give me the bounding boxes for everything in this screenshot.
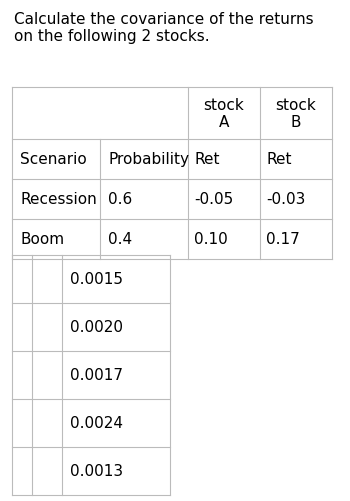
Text: 0.0020: 0.0020: [70, 320, 123, 335]
Text: Ret: Ret: [194, 152, 219, 167]
Text: 0.10: 0.10: [194, 232, 228, 247]
Text: -0.05: -0.05: [194, 192, 233, 207]
Text: Scenario: Scenario: [20, 152, 87, 167]
Text: Calculate the covariance of the returns
on the following 2 stocks.: Calculate the covariance of the returns …: [14, 12, 314, 44]
Text: Boom: Boom: [20, 232, 64, 247]
Text: Recession: Recession: [20, 192, 97, 207]
Text: 0.0017: 0.0017: [70, 368, 123, 383]
Text: stock
A: stock A: [204, 98, 244, 130]
Text: stock
B: stock B: [276, 98, 316, 130]
Text: Ret: Ret: [266, 152, 292, 167]
Text: Probability: Probability: [108, 152, 189, 167]
Text: 0.4: 0.4: [108, 232, 132, 247]
Text: 0.17: 0.17: [266, 232, 300, 247]
Text: 0.0024: 0.0024: [70, 416, 123, 431]
Text: 0.0015: 0.0015: [70, 272, 123, 287]
Text: 0.0013: 0.0013: [70, 463, 123, 478]
Text: 0.6: 0.6: [108, 192, 132, 207]
Text: -0.03: -0.03: [266, 192, 305, 207]
